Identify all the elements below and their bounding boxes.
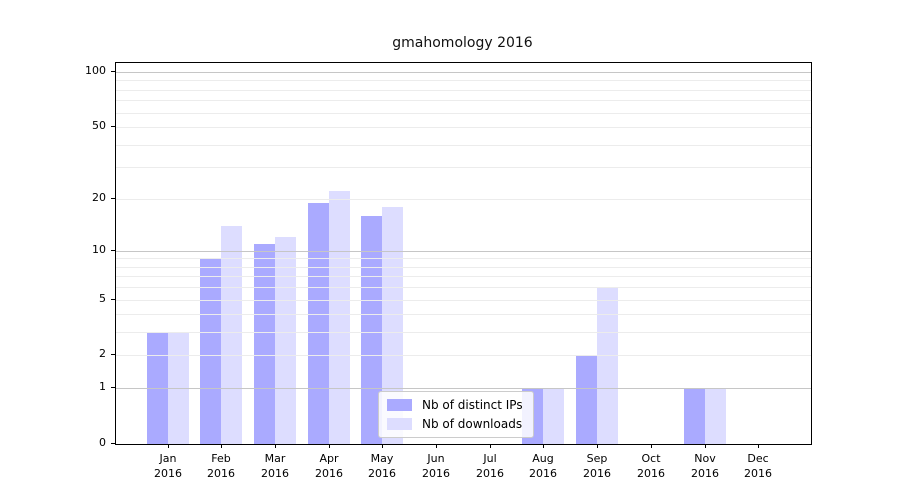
- y-tick-label-2: 2: [99, 347, 106, 360]
- bar-sep-downloads: [597, 287, 618, 444]
- grid-line-4: [116, 314, 811, 315]
- bar-apr-downloads: [329, 191, 350, 444]
- x-tick-mark-nov: [705, 444, 706, 448]
- grid-line-90: [116, 80, 811, 81]
- x-tick-mark-feb: [221, 444, 222, 448]
- grid-line-3: [116, 332, 811, 333]
- x-tick-label-mar: Mar 2016: [261, 452, 289, 480]
- bar-mar-ips: [254, 244, 275, 444]
- grid-line-30: [116, 167, 811, 168]
- bar-sep-ips: [576, 355, 597, 444]
- y-tick-label-5: 5: [99, 292, 106, 305]
- x-tick-mark-aug: [543, 444, 544, 448]
- y-tick-mark-10: [111, 250, 115, 251]
- grid-line-40: [116, 145, 811, 146]
- grid-line-1: [116, 388, 811, 389]
- bar-may-ips: [361, 216, 382, 444]
- y-tick-label-20: 20: [92, 191, 106, 204]
- y-tick-mark-20: [111, 198, 115, 199]
- legend: Nb of distinct IPs Nb of downloads: [378, 391, 534, 438]
- bar-mar-downloads: [275, 237, 296, 444]
- legend-label-downloads: Nb of downloads: [422, 417, 523, 431]
- grid-line-20: [116, 199, 811, 200]
- grid-line-5: [116, 300, 811, 301]
- legend-item-distinct-ips: Nb of distinct IPs: [387, 398, 523, 412]
- grid-line-60: [116, 113, 811, 114]
- x-tick-label-oct: Oct 2016: [637, 452, 665, 480]
- x-tick-label-aug: Aug 2016: [529, 452, 557, 480]
- legend-item-downloads: Nb of downloads: [387, 417, 523, 431]
- x-tick-mark-jan: [168, 444, 169, 448]
- x-tick-mark-oct: [651, 444, 652, 448]
- y-tick-mark-50: [111, 126, 115, 127]
- bar-nov-downloads: [705, 388, 726, 444]
- legend-label-distinct-ips: Nb of distinct IPs: [422, 398, 523, 412]
- y-tick-mark-5: [111, 299, 115, 300]
- y-tick-mark-100: [111, 71, 115, 72]
- y-tick-label-10: 10: [92, 243, 106, 256]
- legend-swatch-downloads: [387, 418, 412, 430]
- grid-line-50: [116, 127, 811, 128]
- x-tick-label-sep: Sep 2016: [583, 452, 611, 480]
- grid-line-6: [116, 287, 811, 288]
- bar-may-downloads: [382, 207, 403, 444]
- legend-swatch-distinct-ips: [387, 399, 412, 411]
- grid-line-2: [116, 355, 811, 356]
- chart-title: gmahomology 2016: [392, 35, 533, 51]
- bar-nov-ips: [684, 388, 705, 444]
- x-tick-mark-may: [382, 444, 383, 448]
- grid-line-70: [116, 100, 811, 101]
- x-tick-label-apr: Apr 2016: [315, 452, 343, 480]
- gridlines-layer: [116, 63, 811, 444]
- bar-feb-ips: [200, 258, 221, 444]
- x-tick-label-dec: Dec 2016: [744, 452, 772, 480]
- x-tick-label-feb: Feb 2016: [207, 452, 235, 480]
- grid-line-80: [116, 90, 811, 91]
- grid-line-7: [116, 276, 811, 277]
- x-tick-label-nov: Nov 2016: [691, 452, 719, 480]
- grid-line-9: [116, 258, 811, 259]
- y-tick-label-1: 1: [99, 380, 106, 393]
- x-tick-mark-jun: [436, 444, 437, 448]
- x-tick-label-jan: Jan 2016: [154, 452, 182, 480]
- y-tick-mark-0: [111, 443, 115, 444]
- y-tick-label-100: 100: [85, 64, 106, 77]
- y-tick-label-0: 0: [99, 436, 106, 449]
- grid-line-8: [116, 267, 811, 268]
- y-tick-mark-1: [111, 387, 115, 388]
- grid-line-10: [116, 251, 811, 252]
- y-tick-mark-2: [111, 354, 115, 355]
- bar-apr-ips: [308, 203, 329, 444]
- x-tick-mark-sep: [597, 444, 598, 448]
- x-tick-label-jun: Jun 2016: [422, 452, 450, 480]
- x-tick-label-may: May 2016: [368, 452, 396, 480]
- grid-line-100: [116, 72, 811, 73]
- x-tick-mark-mar: [275, 444, 276, 448]
- x-tick-mark-dec: [758, 444, 759, 448]
- bar-aug-downloads: [543, 388, 564, 444]
- x-tick-mark-jul: [490, 444, 491, 448]
- bar-feb-downloads: [221, 226, 242, 444]
- plot-area: [115, 62, 812, 445]
- y-tick-label-50: 50: [92, 119, 106, 132]
- x-tick-mark-apr: [329, 444, 330, 448]
- x-tick-label-jul: Jul 2016: [476, 452, 504, 480]
